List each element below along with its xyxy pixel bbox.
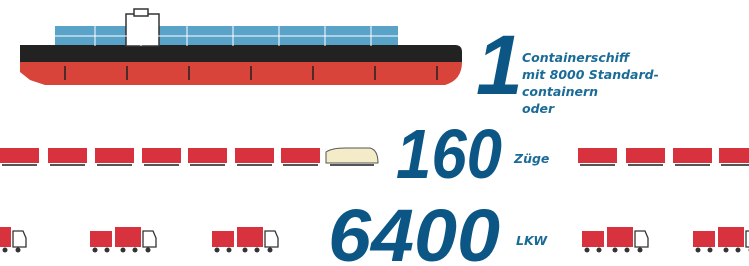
- truck-trailer: [115, 227, 141, 247]
- train-wagon: [142, 148, 181, 163]
- truck-wheel: [16, 248, 21, 253]
- ship-label-line: oder: [522, 101, 555, 116]
- train-number: 160: [396, 115, 502, 193]
- train-wagon: [719, 148, 749, 163]
- truck-wheel: [105, 248, 110, 253]
- truck-wheel: [268, 248, 273, 253]
- truck-trailer: [582, 231, 604, 247]
- truck-wheel: [613, 248, 618, 253]
- truck-trailer: [237, 227, 263, 247]
- locomotive: [326, 148, 378, 163]
- truck-number: 6400: [328, 194, 500, 266]
- truck-cab: [265, 231, 278, 247]
- train-wagon: [95, 148, 134, 163]
- truck-trailer: [693, 231, 715, 247]
- hull-top: [20, 45, 462, 62]
- train-wagon: [626, 148, 665, 163]
- truck-wheel: [121, 248, 126, 253]
- truck-wheel: [93, 248, 98, 253]
- bridge-top: [134, 9, 148, 16]
- truck-trailer: [90, 231, 112, 247]
- train-wagon: [0, 148, 39, 163]
- truck-wheel: [625, 248, 630, 253]
- truck-trailer: [718, 227, 744, 247]
- ship: [20, 9, 462, 85]
- truck-wheel: [708, 248, 713, 253]
- train-wagon: [281, 148, 320, 163]
- truck-wheel: [597, 248, 602, 253]
- truck-label: LKW: [516, 233, 548, 248]
- train-wagon: [188, 148, 227, 163]
- truck-trailer: [0, 227, 11, 247]
- truck-wheel: [227, 248, 232, 253]
- truck-wheel: [255, 248, 260, 253]
- ship-label-line: mit 8000 Standard-: [522, 67, 659, 82]
- hull-bottom: [20, 62, 462, 85]
- train-label: Züge: [513, 151, 549, 166]
- truck-wheel: [3, 248, 8, 253]
- train-wagon: [48, 148, 87, 163]
- truck-wheel: [133, 248, 138, 253]
- truck-wheel: [638, 248, 643, 253]
- truck-wheel: [243, 248, 248, 253]
- truck-cab: [13, 231, 26, 247]
- truck-trailer: [607, 227, 633, 247]
- truck-wheel: [724, 248, 729, 253]
- truck-wheel: [696, 248, 701, 253]
- infographic: 1 Containerschiff mit 8000 Standard- con…: [0, 0, 749, 266]
- ship-label-line: containern: [522, 84, 598, 99]
- truck-cab: [635, 231, 648, 247]
- ship-number: 1: [476, 18, 523, 112]
- train-wagon: [673, 148, 712, 163]
- truck-wheel: [585, 248, 590, 253]
- truck-wheel: [146, 248, 151, 253]
- truck-cab: [143, 231, 156, 247]
- bridge: [126, 14, 159, 46]
- truck-trailer: [212, 231, 234, 247]
- train-wagon: [235, 148, 274, 163]
- train-wagon: [578, 148, 617, 163]
- truck-wheel: [736, 248, 741, 253]
- ship-label-line: Containerschiff: [522, 50, 631, 65]
- truck-wheel: [215, 248, 220, 253]
